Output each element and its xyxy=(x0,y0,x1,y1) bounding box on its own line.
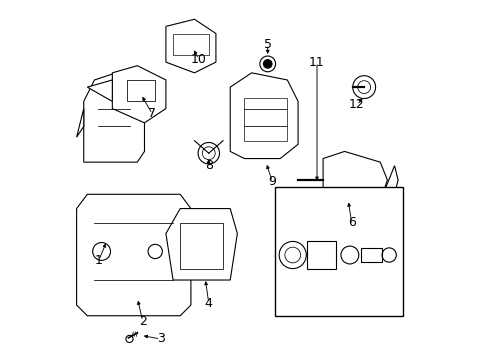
Text: 6: 6 xyxy=(347,216,355,229)
Bar xyxy=(180,223,223,269)
Text: 3: 3 xyxy=(156,333,164,346)
Text: 11: 11 xyxy=(308,55,324,69)
Bar xyxy=(306,241,335,269)
PathPatch shape xyxy=(323,152,386,208)
PathPatch shape xyxy=(112,66,165,123)
PathPatch shape xyxy=(77,109,83,137)
Text: 7: 7 xyxy=(148,107,156,120)
Text: 12: 12 xyxy=(348,99,364,112)
Text: 5: 5 xyxy=(263,38,271,51)
Circle shape xyxy=(263,60,271,68)
Bar xyxy=(126,80,155,102)
PathPatch shape xyxy=(87,80,112,102)
Text: 10: 10 xyxy=(190,53,206,66)
Text: 2: 2 xyxy=(139,315,146,328)
Text: 9: 9 xyxy=(268,175,276,188)
Text: 1: 1 xyxy=(95,254,102,267)
PathPatch shape xyxy=(230,73,298,158)
Bar xyxy=(173,33,208,55)
Text: 4: 4 xyxy=(204,297,212,310)
PathPatch shape xyxy=(165,19,216,73)
Bar xyxy=(360,248,381,262)
PathPatch shape xyxy=(165,208,237,280)
PathPatch shape xyxy=(380,166,397,202)
PathPatch shape xyxy=(77,194,190,316)
PathPatch shape xyxy=(83,73,144,162)
Text: 8: 8 xyxy=(204,159,212,172)
Bar xyxy=(244,98,287,141)
Bar xyxy=(274,187,403,316)
